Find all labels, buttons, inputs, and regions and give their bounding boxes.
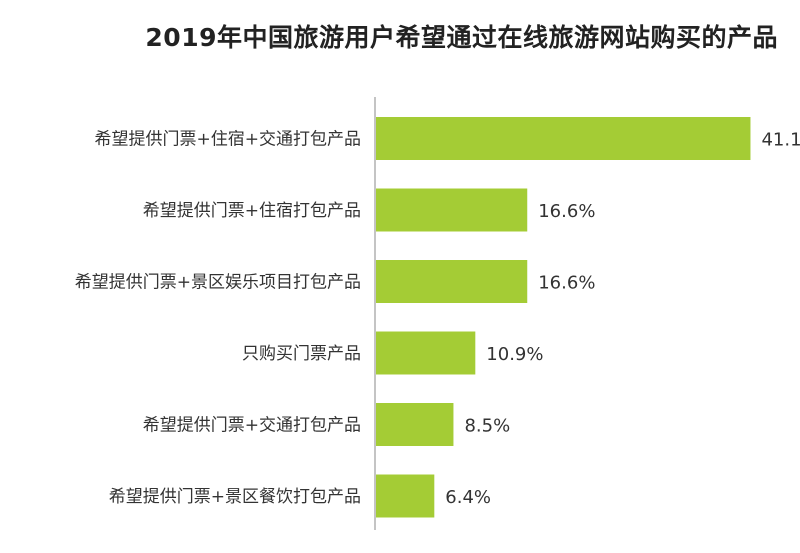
bar-5 [376, 403, 454, 446]
value-label-1: 41.1% [761, 130, 800, 151]
category-label-4: 只购买门票产品 [242, 344, 361, 364]
chart-title: 2019年中国旅游用户希望通过在线旅游网站购买的产品 [145, 23, 778, 52]
category-label-3: 希望提供门票+景区娱乐项目打包产品 [75, 273, 361, 293]
value-label-6: 6.4% [445, 487, 491, 508]
value-label-4: 10.9% [486, 344, 543, 365]
bar-3 [376, 260, 528, 303]
category-label-2: 希望提供门票+住宿打包产品 [143, 201, 361, 221]
bar-6 [376, 474, 435, 518]
bar-2 [376, 188, 528, 232]
value-label-3: 16.6% [538, 273, 595, 294]
bar-1 [376, 117, 751, 160]
bars-group: 希望提供门票+住宿+交通打包产品 41.1% 希望提供门票+住宿打包产品 16.6% 希… [75, 117, 800, 518]
value-label-2: 16.6% [538, 201, 595, 222]
category-label-6: 希望提供门票+景区餐饮打包产品 [109, 487, 361, 507]
value-label-5: 8.5% [464, 416, 510, 437]
category-label-5: 希望提供门票+交通打包产品 [143, 416, 361, 436]
category-label-1: 希望提供门票+住宿+交通打包产品 [95, 130, 362, 150]
bar-4 [376, 331, 476, 375]
